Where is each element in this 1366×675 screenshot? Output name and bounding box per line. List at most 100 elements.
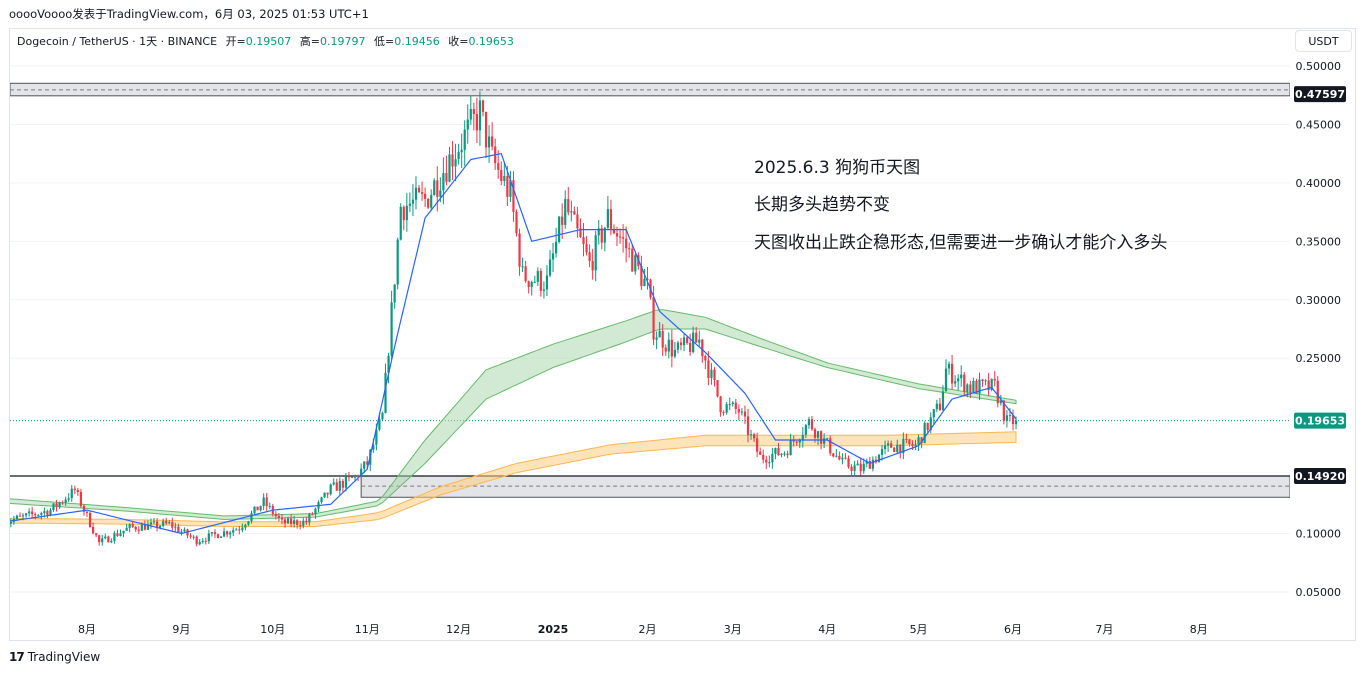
candle-body [734,402,737,409]
candle-body [844,457,847,459]
candle [585,236,588,256]
candle [7,520,9,529]
candle-body [829,438,832,454]
candle-body [877,454,881,463]
candle [795,440,798,446]
candle-body [195,536,198,545]
symbol-title[interactable]: Dogecoin / TetherUS · 1天 · BINANCE [17,35,218,48]
candle-body [500,169,503,181]
candle-body [826,438,829,440]
candle [280,514,284,524]
candle [676,340,680,354]
candle [137,526,140,534]
candle [777,443,780,456]
candle [442,157,445,205]
candle [877,454,881,463]
x-tick-label: 2月 [638,623,656,636]
candle-body [597,228,600,236]
candle [576,206,579,238]
candle-body [917,437,920,445]
y-tick-label: 0.45000 [1296,118,1342,131]
candle [55,499,58,512]
y-tick-label: 0.30000 [1296,294,1342,307]
candle-body [265,497,268,507]
candle [752,432,756,442]
candle-body [433,180,436,196]
candle [896,439,899,454]
x-tick-label: 4月 [818,623,836,636]
candle-body [713,369,716,381]
candle-body [893,447,896,453]
candle [926,422,929,434]
candle [628,242,631,258]
candle-body [862,463,865,472]
candle [789,433,792,456]
candle [941,385,945,411]
candle [957,374,960,391]
candle-body [241,527,244,531]
candle-body [853,465,856,471]
candle [856,460,859,466]
tradingview-logo[interactable]: 17 TradingView [9,650,100,664]
candle [10,518,12,528]
candle [536,267,539,286]
candle-body [332,482,335,485]
green-band [10,309,1017,521]
x-tick-label: 7月 [1095,623,1113,636]
candle [743,405,747,425]
candle [987,372,990,397]
candle-body [911,444,914,447]
candle-body [999,400,1002,404]
candle-body [896,444,899,453]
candle-body [165,521,168,524]
candle-body [475,114,478,131]
x-tick-label: 2025 [538,623,569,636]
candle [417,184,421,194]
candle-body [902,438,905,454]
candle-body [463,129,466,150]
candle [165,517,168,525]
candle-body [247,521,250,525]
candle [524,260,527,283]
candle [274,511,277,520]
candle [76,487,79,496]
candle-body [143,524,146,530]
candle-body [658,330,661,338]
candle-body [585,244,588,253]
candle [475,97,478,143]
candle-body [152,521,156,523]
candle-body [664,347,667,352]
candle-body [478,100,482,131]
candle-body [716,380,719,397]
candle-body [899,444,902,454]
candle-body [91,526,95,534]
candle-body [311,514,314,516]
candle [689,333,692,356]
candle-body [436,180,439,197]
candle [210,532,213,537]
candle-body [850,466,853,471]
candle [722,410,725,416]
candle-body [819,431,823,444]
candle [381,411,384,421]
candle [853,460,856,477]
candle-body [786,453,789,456]
candle-body [52,503,55,511]
candle [341,478,344,493]
candle-body [104,536,107,539]
currency-button[interactable]: USDT [1295,30,1352,52]
candle [646,267,649,290]
candle-body [73,488,76,491]
candle-body [420,192,424,194]
candle-body [950,363,954,384]
candle-body [975,380,978,394]
candle-body [46,511,49,516]
candle [308,512,311,526]
candle [268,502,271,510]
candle-body [487,136,491,148]
candle-body [887,443,890,446]
candle-body [360,468,363,478]
candle-body [533,281,536,283]
candle [716,380,719,398]
